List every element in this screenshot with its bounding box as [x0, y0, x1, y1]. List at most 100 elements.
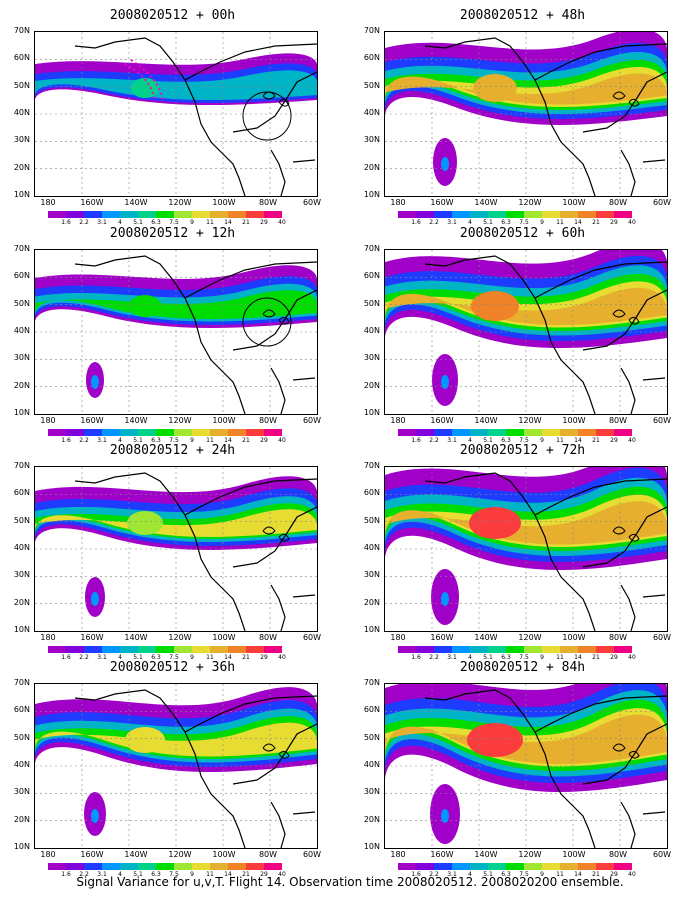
colorbar-swatch — [228, 863, 246, 870]
latitude-label: 10N — [13, 625, 30, 634]
latitude-label: 70N — [13, 678, 30, 687]
colorbar-label: 5.1 — [483, 654, 493, 661]
map-frame — [384, 31, 668, 197]
latitude-label: 30N — [13, 135, 30, 145]
variance-peak — [129, 295, 161, 317]
variance-contour — [385, 501, 667, 545]
longitude-label: 60W — [652, 198, 672, 207]
latitude-label: 20N — [13, 162, 30, 172]
map-frame — [384, 249, 668, 415]
latitude-label: 60N — [13, 53, 30, 63]
colorbar-swatch — [192, 211, 210, 218]
colorbar-swatch — [138, 646, 156, 653]
colorbar-label: 11 — [556, 219, 564, 226]
great-lakes — [262, 91, 290, 107]
colorbar-swatch — [246, 646, 264, 653]
colorbar-label: 5.1 — [133, 871, 143, 878]
longitude-label: 140W — [474, 416, 498, 425]
colorbar-label: 2.2 — [429, 871, 439, 878]
latitude-label: 10N — [363, 190, 380, 199]
colorbar-swatch — [578, 429, 596, 436]
longitude-label: 120W — [518, 416, 542, 425]
great-lakes — [262, 526, 290, 542]
coastline — [424, 472, 667, 631]
longitude-label: 180 — [390, 416, 406, 425]
map-panel: 2008020512 + 24h 70N 60N 50N 40N 30N 20N 10N 180… — [0, 443, 345, 661]
colorbar-swatch — [138, 211, 156, 218]
latitude-label: 30N — [13, 353, 30, 363]
colorbar-label: 7.5 — [169, 654, 179, 661]
colorbar-swatch — [156, 646, 174, 653]
colorbar-swatch — [542, 211, 560, 218]
latitude-label: 20N — [363, 597, 380, 607]
coastline — [424, 689, 667, 848]
colorbar-label: 29 — [260, 437, 268, 444]
colorbar-swatch — [156, 211, 174, 218]
latitude-label: 50N — [363, 80, 380, 90]
map-panel: 2008020512 + 00h 70N 60N 50N 40N 30N 20N 10N 180… — [0, 8, 345, 226]
colorbar-label: 11 — [556, 654, 564, 661]
colorbar-swatch — [192, 863, 210, 870]
colorbar-swatch — [120, 863, 138, 870]
colorbar-swatch — [264, 429, 282, 436]
colorbar-label: 6.3 — [501, 871, 511, 878]
map-frame — [34, 31, 318, 197]
colorbar-swatch — [452, 211, 470, 218]
longitude-label: 80W — [608, 850, 628, 859]
latitude-label: 70N — [13, 26, 30, 35]
colorbar-swatch — [506, 646, 524, 653]
latitude-label: 40N — [363, 543, 380, 552]
colorbar-swatch — [174, 429, 192, 436]
longitude-label: 140W — [474, 633, 498, 642]
latitude-label: 20N — [13, 380, 30, 390]
colorbar — [398, 863, 632, 870]
colorbar-label: 29 — [260, 871, 268, 878]
longitude-label: 160W — [80, 416, 104, 425]
longitude-label: 80W — [608, 416, 628, 425]
colorbar-swatch — [84, 863, 102, 870]
colorbar-swatch — [156, 429, 174, 436]
colorbar-swatch — [488, 646, 506, 653]
latitude-label: 20N — [363, 380, 380, 390]
colorbar-swatch — [102, 211, 120, 218]
latitude-label: 30N — [13, 787, 30, 797]
colorbar-label: 7.5 — [169, 871, 179, 878]
colorbar-label: 40 — [628, 654, 636, 661]
colorbar-swatch — [66, 429, 84, 436]
latitude-label: 40N — [363, 108, 380, 117]
latitude-label: 40N — [13, 326, 30, 335]
longitude-label: 180 — [390, 633, 406, 642]
variance-field — [385, 32, 667, 196]
map-frame — [34, 249, 318, 415]
latitude-label: 70N — [13, 244, 30, 253]
variance-peak — [471, 291, 519, 321]
colorbar-swatch — [596, 863, 614, 870]
colorbar-swatch — [452, 646, 470, 653]
latitude-label: 50N — [363, 298, 380, 308]
colorbar-label: 4 — [468, 871, 472, 878]
colorbar-swatch — [48, 863, 66, 870]
colorbar-label: 9 — [190, 219, 194, 226]
latitude-label: 40N — [13, 108, 30, 117]
colorbar-swatch — [174, 646, 192, 653]
colorbar — [48, 646, 282, 653]
longitude-label: 120W — [518, 633, 542, 642]
colorbar-label: 40 — [278, 654, 286, 661]
panel-title: 2008020512 + 48h — [459, 8, 586, 23]
colorbar-swatch — [84, 429, 102, 436]
colorbar-swatch — [84, 211, 102, 218]
variance-contour — [35, 509, 317, 537]
longitude-label: 100W — [212, 416, 236, 425]
map-panel: 2008020512 + 84h 70N 60N 50N 40N 30N 20N 10N 180… — [350, 660, 695, 878]
colorbar-label: 2.2 — [429, 437, 439, 444]
colorbar-swatch — [48, 211, 66, 218]
colorbar-swatch — [524, 646, 542, 653]
latitude-label: 30N — [363, 135, 380, 145]
colorbar-label: 11 — [206, 871, 214, 878]
colorbar-swatch — [434, 863, 452, 870]
longitude-label: 100W — [562, 633, 586, 642]
colorbar-label: 7.5 — [169, 219, 179, 226]
colorbar-label: 29 — [610, 871, 618, 878]
colorbar-label: 3.1 — [97, 871, 107, 878]
colorbar — [48, 429, 282, 436]
